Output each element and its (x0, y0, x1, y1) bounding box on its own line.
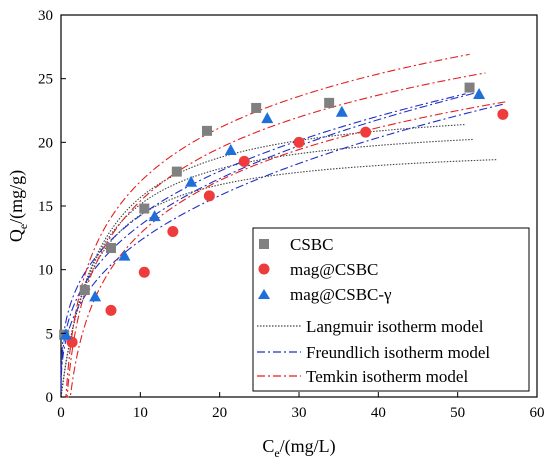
data-point (251, 102, 262, 113)
data-point (201, 125, 212, 136)
x-tick-label: 60 (530, 405, 545, 421)
legend-label-mag-csbc: mag@CSBC (290, 260, 378, 279)
x-tick-label: 0 (57, 405, 65, 421)
legend-label-mag-csbc-gamma: mag@CSBC-γ (290, 285, 392, 304)
x-tick-label: 50 (450, 405, 465, 421)
data-point (335, 105, 348, 117)
x-tick-label: 40 (371, 405, 386, 421)
x-tick-label: 20 (212, 405, 227, 421)
data-point (238, 155, 250, 167)
data-point (59, 328, 72, 340)
data-point (224, 143, 237, 155)
data-point (185, 175, 198, 187)
y-tick-label: 20 (38, 135, 53, 151)
legend-marker-mag-csbc-gamma (258, 289, 270, 299)
data-point (139, 203, 150, 214)
fit-curve (61, 53, 470, 398)
data-point (105, 243, 116, 254)
fit-curve (60, 90, 482, 390)
data-point (464, 82, 475, 93)
legend-marker-csbc (259, 239, 269, 249)
y-tick-label: 10 (38, 263, 53, 279)
y-tick-label: 25 (38, 72, 53, 88)
data-point (261, 112, 274, 124)
legend: CSBC mag@CSBC mag@CSBC-γ Langmuir isothe… (252, 227, 530, 392)
data-point (89, 290, 102, 302)
y-axis-label: Qe/(mg/g) (6, 170, 30, 242)
legend-label-temkin: Temkin isotherm model (306, 367, 468, 386)
legend-box (252, 227, 530, 392)
legend-label-freundlich: Freundlich isotherm model (306, 343, 490, 362)
y-tick-label: 15 (38, 199, 53, 215)
data-point (324, 97, 335, 108)
data-point (203, 190, 215, 202)
data-point (171, 166, 182, 177)
fit-curve (61, 101, 506, 398)
data-point (79, 285, 90, 296)
y-tick-label: 30 (38, 8, 53, 24)
data-point (360, 126, 372, 138)
data-point (148, 210, 161, 222)
data-point (167, 225, 179, 237)
data-point (118, 249, 131, 261)
legend-label-langmuir: Langmuir isotherm model (306, 317, 484, 336)
legend-marker-mag-csbc (258, 263, 270, 275)
data-point (497, 108, 509, 120)
data-point (293, 136, 305, 148)
y-axis-ticks: 0 5 10 15 20 25 30 (38, 8, 66, 406)
x-axis-label: Ce/(mg/L) (262, 436, 335, 460)
x-tick-label: 10 (133, 405, 148, 421)
legend-label-csbc: CSBC (290, 235, 333, 254)
data-point (473, 87, 486, 99)
data-point (138, 266, 150, 278)
x-axis-ticks: 0 10 20 30 40 50 60 (57, 392, 545, 421)
data-point (105, 304, 117, 316)
data-points (59, 82, 509, 348)
x-tick-label: 30 (292, 405, 307, 421)
y-tick-label: 0 (46, 390, 54, 406)
y-tick-label: 5 (46, 326, 54, 342)
